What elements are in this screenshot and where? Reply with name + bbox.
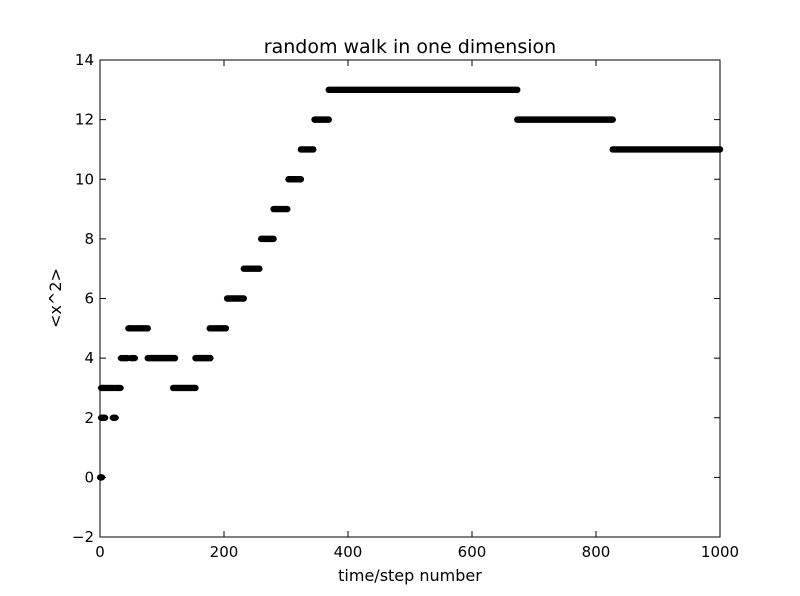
data-point <box>115 384 124 392</box>
y-axis-label: <x^2> <box>46 268 65 328</box>
data-point <box>110 414 119 421</box>
plot-area <box>97 59 724 538</box>
y-tick-label: 4 <box>84 349 94 367</box>
y-axis: −2 0 2 4 6 8 10 12 14 <box>72 51 720 546</box>
y-tick-label: 10 <box>75 170 94 188</box>
x-tick-label: 400 <box>334 543 363 561</box>
plot-background <box>100 60 720 537</box>
x-axis-label: time/step number <box>338 566 482 585</box>
x-tick-label: 1000 <box>701 543 739 561</box>
y-tick-label: 0 <box>84 468 94 486</box>
y-tick-label: 14 <box>75 51 94 69</box>
y-tick-label: 8 <box>84 230 94 248</box>
x-axis: 0 200 400 600 800 1000 <box>95 60 739 561</box>
data-point <box>130 354 139 362</box>
data-markers <box>97 86 724 481</box>
chart-title: random walk in one dimension <box>264 36 556 58</box>
x-tick-label: 0 <box>95 543 105 561</box>
y-tick-label: 6 <box>84 290 94 308</box>
y-tick-label: 2 <box>84 409 94 427</box>
x-tick-label: 800 <box>582 543 611 561</box>
y-tick-label: −2 <box>72 528 94 546</box>
y-tick-label: 12 <box>75 111 94 129</box>
x-tick-label: 200 <box>210 543 239 561</box>
x-tick-label: 600 <box>458 543 487 561</box>
